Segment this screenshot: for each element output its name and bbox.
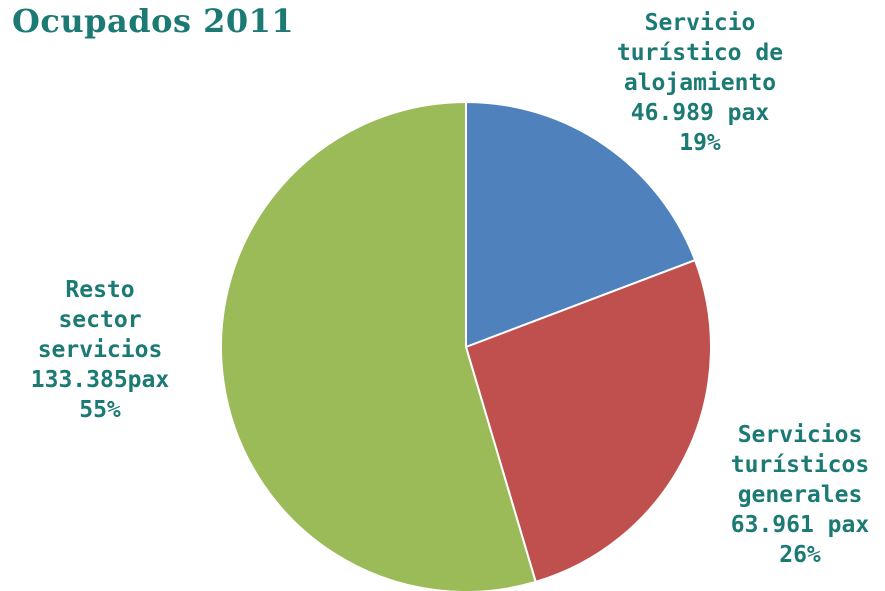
slice-label-generales: Servicios turísticos generales 63.961 pa…	[715, 420, 885, 570]
slice-value-label: 46.989 pax	[630, 100, 770, 126]
slice-label-line: Servicio	[644, 10, 756, 36]
slice-label-line: turísticos	[730, 452, 870, 478]
slice-label-line: alojamiento	[623, 70, 777, 96]
slice-label-line: turístico de	[616, 40, 784, 66]
chart-title: Ocupados 2011	[12, 2, 295, 40]
pie-slice-generales	[464, 258, 712, 584]
slice-percent-label: 19%	[679, 130, 721, 156]
pie-slice-alojamiento	[465, 100, 697, 349]
slice-label-line: sector	[58, 307, 142, 333]
slice-percent-label: 55%	[79, 397, 121, 423]
slice-label-resto: Resto sector servicios 133.385pax 55%	[0, 275, 200, 425]
slice-label-line: generales	[737, 482, 863, 508]
slice-label-line: servicios	[37, 337, 163, 363]
slice-percent-label: 26%	[779, 542, 821, 568]
slice-value-label: 133.385pax	[30, 367, 170, 393]
slice-value-label: 63.961 pax	[730, 512, 870, 538]
slice-label-line: Servicios	[737, 422, 863, 448]
pie-slice-resto	[220, 100, 537, 591]
slice-label-alojamiento: Servicio turístico de alojamiento 46.989…	[585, 8, 815, 158]
slice-label-line: Resto	[65, 277, 135, 303]
